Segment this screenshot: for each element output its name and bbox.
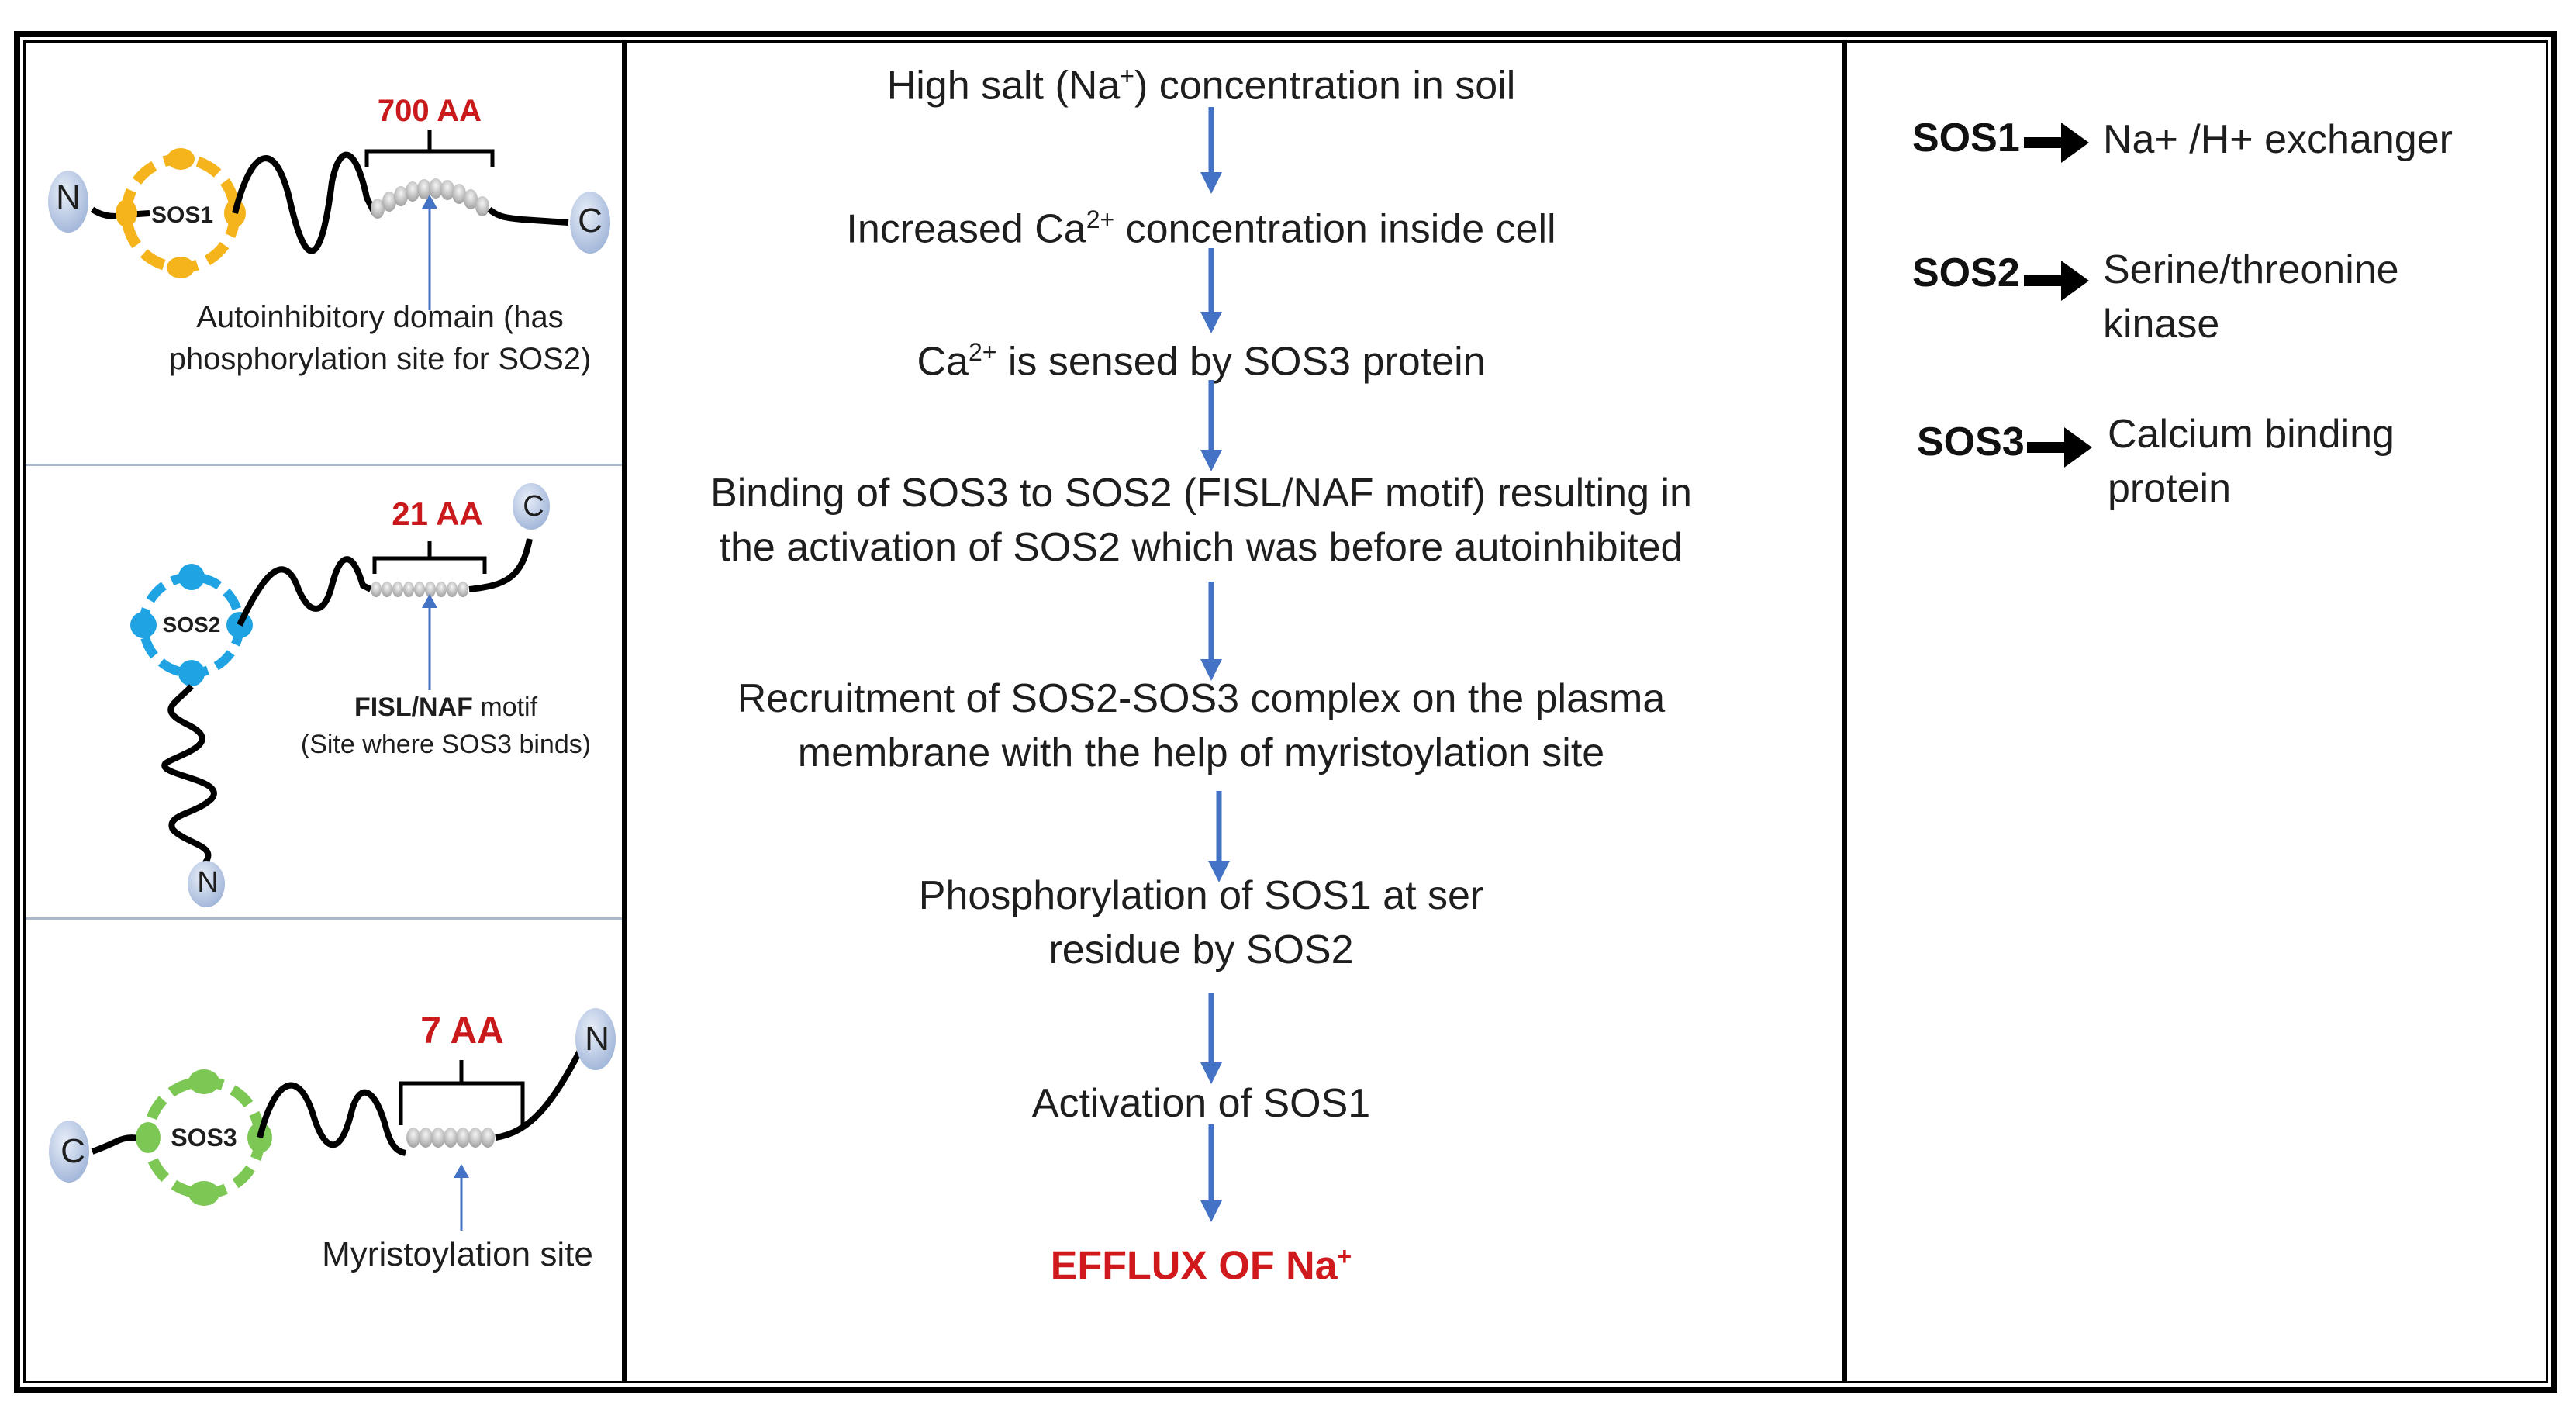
divider-right	[1842, 40, 1847, 1383]
outer-border	[14, 31, 2557, 1393]
protein-diagrams	[48, 130, 616, 1231]
sos3-note: Myristoylation site	[322, 1235, 593, 1273]
sos2-motif-coil	[371, 582, 468, 597]
legend-term-sos1: SOS1	[1912, 116, 2020, 161]
sos3-n-terminal-label: N	[585, 1020, 609, 1058]
divider-left	[622, 40, 627, 1383]
sos1-diagram	[48, 130, 610, 310]
sos1-domain-label: SOS1	[150, 202, 214, 228]
flow-arrow-5	[1208, 791, 1230, 882]
sos2-motif-name: FISL/NAF	[354, 692, 473, 722]
flow-arrow-2	[1200, 248, 1222, 333]
flow-arrow-4	[1200, 582, 1222, 681]
flow-arrow-6	[1200, 993, 1222, 1084]
flow-step-6: Phosphorylation of SOS1 at ser residue b…	[918, 873, 1484, 972]
divider-panel-2	[26, 917, 622, 920]
legend-arrows	[2024, 123, 2092, 468]
sos2-c-terminal-label: C	[523, 490, 544, 523]
legend-arrow-3	[2027, 427, 2092, 468]
flow-final-step: EFFLUX OF Na+	[1050, 1242, 1352, 1289]
flow-step-2: Increased Ca2+ concentration inside cell	[846, 205, 1556, 252]
sos2-domain-label: SOS2	[162, 613, 221, 637]
sos1-note-line2: phosphorylation site for SOS2)	[168, 342, 592, 376]
sos3-diagram	[49, 1008, 616, 1231]
sos3-length-label: 7 AA	[420, 1010, 504, 1052]
flow-arrow-7	[1200, 1124, 1222, 1222]
legend-desc-sos2: Serine/threonine kinase	[2103, 247, 2399, 347]
sos2-motif-line: FISL/NAF motif	[275, 689, 616, 726]
sos1-c-terminal-label: C	[578, 202, 603, 240]
sos2-length-label: 21 AA	[392, 496, 483, 532]
flow-arrow-3	[1200, 380, 1222, 471]
flow-step-1: High salt (Na+) concentration in soil	[886, 62, 1516, 109]
legend-term-sos2: SOS2	[1912, 250, 2020, 295]
legend-desc-sos1: Na+ /H+ exchanger	[2103, 117, 2453, 162]
sos2-diagram	[130, 483, 550, 907]
flow-step-5: Recruitment of SOS2-SOS3 complex on the …	[737, 676, 1666, 775]
sos3-myristoylation-coil	[406, 1128, 495, 1148]
flow-arrows	[1200, 107, 1230, 1222]
flow-arrow-1	[1200, 107, 1222, 194]
sos2-n-terminal-label: N	[197, 866, 219, 899]
legend-desc-sos3: Calcium binding protein	[2108, 412, 2395, 511]
sos1-length-label: 700 AA	[377, 94, 482, 128]
sos3-c-terminal-label: C	[60, 1132, 85, 1170]
sos2-motif-note: FISL/NAF motif (Site where SOS3 binds)	[275, 689, 616, 763]
sos1-note: Autoinhibitory domain (has phosphorylati…	[140, 296, 620, 380]
legend-arrow-1	[2024, 123, 2089, 163]
legend-arrow-2	[2024, 261, 2089, 301]
flow-step-7: Activation of SOS1	[1031, 1081, 1371, 1126]
legend-term-sos3: SOS3	[1917, 420, 2025, 464]
sos1-n-terminal-label: N	[56, 178, 81, 216]
sos1-autoinhibitory-coil	[371, 178, 489, 219]
flow-step-3: Ca2+ is sensed by SOS3 protein	[917, 338, 1486, 385]
sos3-domain-label: SOS3	[171, 1124, 237, 1152]
inner-border	[23, 40, 2548, 1383]
divider-panel-1	[26, 464, 622, 466]
sos1-note-line1: Autoinhibitory domain (has	[196, 300, 564, 334]
sos2-motif-suffix: motif	[472, 692, 538, 722]
flow-step-4: Binding of SOS3 to SOS2 (FISL/NAF motif)…	[710, 471, 1692, 570]
sos2-motif-site: (Site where SOS3 binds)	[300, 730, 592, 759]
